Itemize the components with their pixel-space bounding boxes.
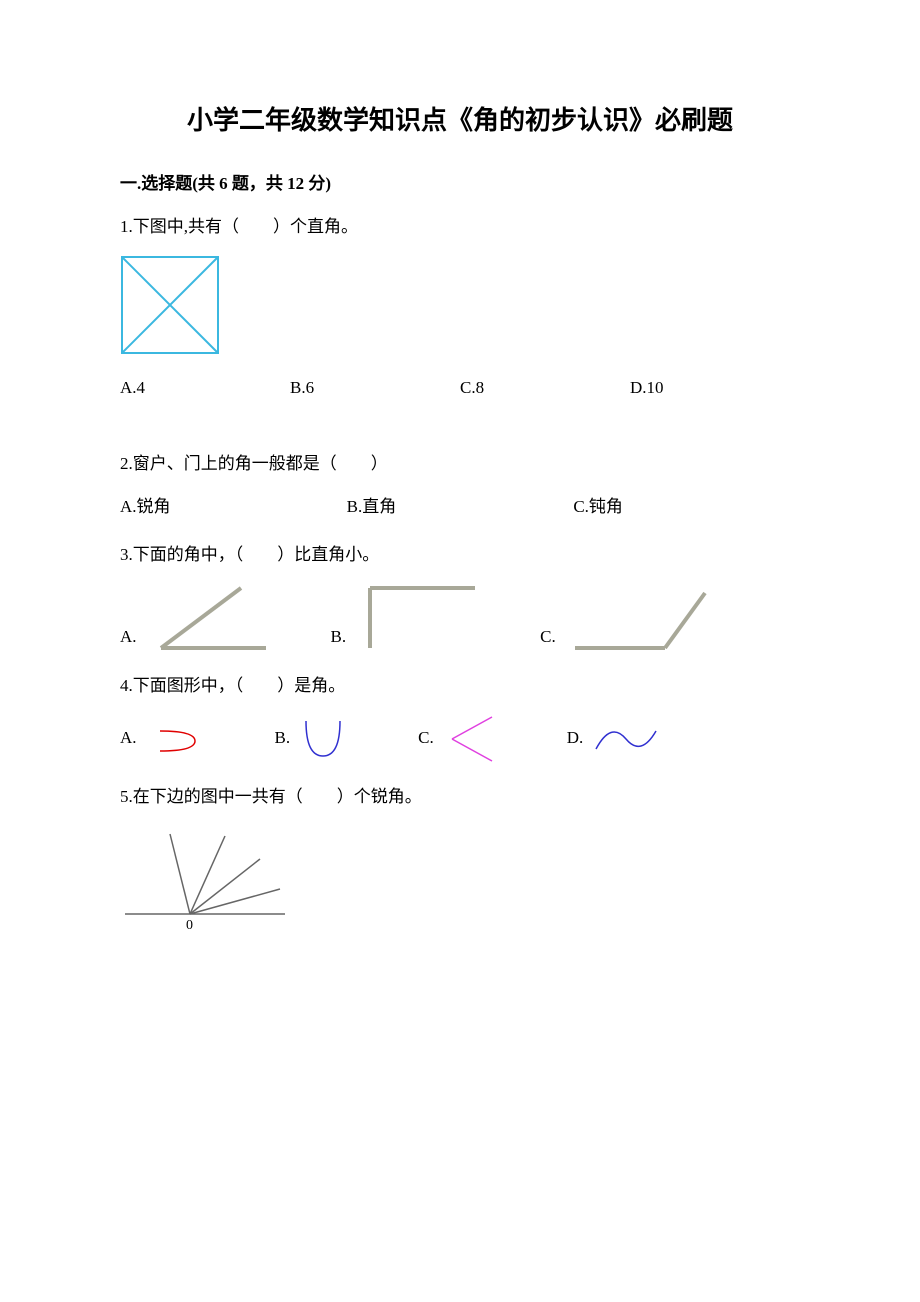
question-1: 1.下图中,共有（ ）个直角。 A.4 B.6 C.8 D.10 xyxy=(120,212,800,403)
right-angle-icon xyxy=(360,583,480,653)
q3-opt-a-label: A. xyxy=(120,622,137,653)
wave-icon xyxy=(591,719,661,759)
q5-text: 5.在下边的图中一共有（ ）个锐角。 xyxy=(120,782,800,813)
q4-opt-a: A. xyxy=(120,719,205,759)
q2-opt-b: B.直角 xyxy=(347,492,574,523)
q4-opt-a-label: A. xyxy=(120,723,137,754)
q2-text: 2.窗户、门上的角一般都是（ ） xyxy=(120,449,800,480)
obtuse-angle-icon xyxy=(570,583,710,653)
q4-opt-d-label: D. xyxy=(567,723,584,754)
q3-opt-b: B. xyxy=(331,583,481,653)
q1-text: 1.下图中,共有（ ）个直角。 xyxy=(120,212,800,243)
q1-opt-d: D.10 xyxy=(630,373,800,404)
section-header: 一.选择题(共 6 题，共 12 分) xyxy=(120,169,800,194)
q4-opt-b-label: B. xyxy=(275,723,291,754)
q4-opt-c-label: C. xyxy=(418,723,434,754)
q1-figure xyxy=(120,255,800,355)
q3-options: A. B. C. xyxy=(120,583,800,653)
q1-opt-a: A.4 xyxy=(120,373,290,404)
q3-opt-c: C. xyxy=(540,583,710,653)
question-4: 4.下面图形中，（ ）是角。 A. B. C. D. xyxy=(120,671,800,764)
q4-opt-d: D. xyxy=(567,719,662,759)
acute-angle-icon xyxy=(151,583,271,653)
q3-opt-b-label: B. xyxy=(331,622,347,653)
q4-options: A. B. C. D. xyxy=(120,714,800,764)
q4-opt-b: B. xyxy=(275,716,349,761)
u-shape-icon xyxy=(298,716,348,761)
question-2: 2.窗户、门上的角一般都是（ ） A.锐角 B.直角 C.钝角 xyxy=(120,449,800,522)
q2-options: A.锐角 B.直角 C.钝角 xyxy=(120,492,800,523)
q4-opt-c: C. xyxy=(418,714,497,764)
q3-text: 3.下面的角中，（ ）比直角小。 xyxy=(120,540,800,571)
q1-opt-b: B.6 xyxy=(290,373,460,404)
q2-opt-a: A.锐角 xyxy=(120,492,347,523)
q5-origin-label: 0 xyxy=(186,918,193,933)
q1-options: A.4 B.6 C.8 D.10 xyxy=(120,373,800,404)
q5-figure: 0 xyxy=(120,824,800,934)
page-title: 小学二年级数学知识点《角的初步认识》必刷题 xyxy=(120,100,800,137)
q2-opt-c: C.钝角 xyxy=(573,492,800,523)
q4-text: 4.下面图形中，（ ）是角。 xyxy=(120,671,800,702)
q1-opt-c: C.8 xyxy=(460,373,630,404)
question-5: 5.在下边的图中一共有（ ）个锐角。 0 xyxy=(120,782,800,935)
q3-opt-a: A. xyxy=(120,583,271,653)
half-circle-icon xyxy=(145,719,205,759)
angle-shape-icon xyxy=(442,714,497,764)
q3-opt-c-label: C. xyxy=(540,622,556,653)
question-3: 3.下面的角中，（ ）比直角小。 A. B. C. xyxy=(120,540,800,653)
